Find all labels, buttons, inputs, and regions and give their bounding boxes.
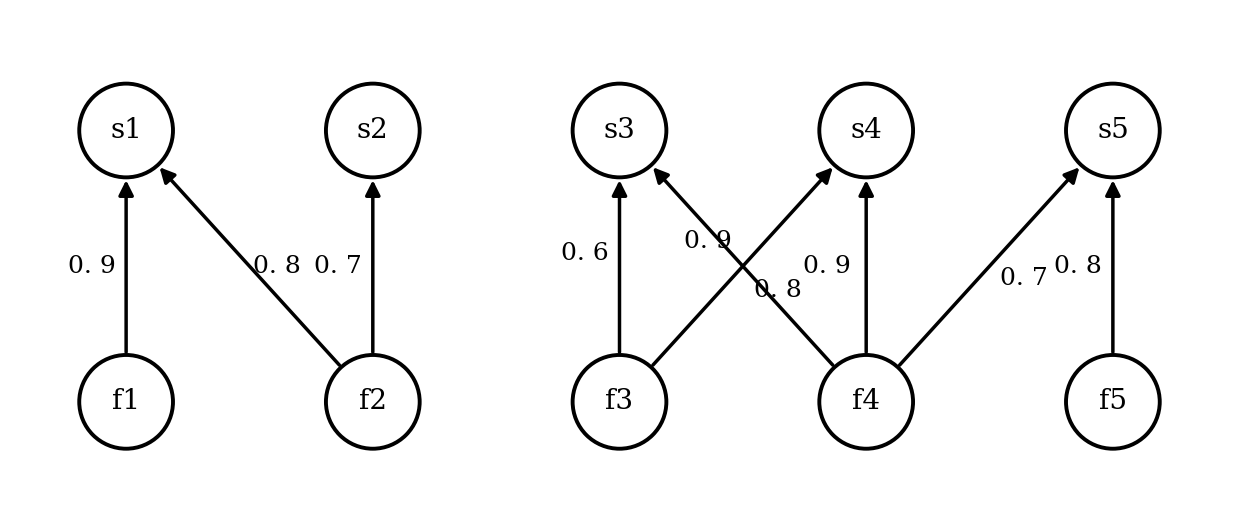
Text: 0. 9: 0. 9 (684, 230, 732, 253)
Text: s1: s1 (110, 117, 142, 144)
Text: 0. 9: 0. 9 (803, 255, 851, 278)
Circle shape (326, 84, 420, 177)
Text: s4: s4 (850, 117, 882, 144)
Circle shape (326, 355, 420, 449)
Text: 0. 8: 0. 8 (753, 279, 802, 302)
Text: f1: f1 (112, 388, 140, 415)
Text: f5: f5 (1099, 388, 1127, 415)
Circle shape (572, 84, 667, 177)
Text: s3: s3 (603, 117, 636, 144)
Circle shape (819, 355, 913, 449)
Text: s5: s5 (1097, 117, 1129, 144)
Circle shape (79, 355, 173, 449)
Text: f2: f2 (359, 388, 387, 415)
Text: f3: f3 (606, 388, 633, 415)
Text: f4: f4 (852, 388, 880, 415)
Text: 0. 6: 0. 6 (561, 242, 608, 265)
Circle shape (572, 355, 667, 449)
Text: 0. 9: 0. 9 (68, 255, 115, 278)
Circle shape (819, 84, 913, 177)
Circle shape (79, 84, 173, 177)
Text: 0. 7: 0. 7 (1000, 267, 1048, 290)
Text: 0. 7: 0. 7 (315, 255, 362, 278)
Circle shape (1066, 84, 1160, 177)
Text: 0. 8: 0. 8 (253, 255, 301, 278)
Circle shape (1066, 355, 1160, 449)
Text: s2: s2 (357, 117, 389, 144)
Text: 0. 8: 0. 8 (1054, 255, 1103, 278)
